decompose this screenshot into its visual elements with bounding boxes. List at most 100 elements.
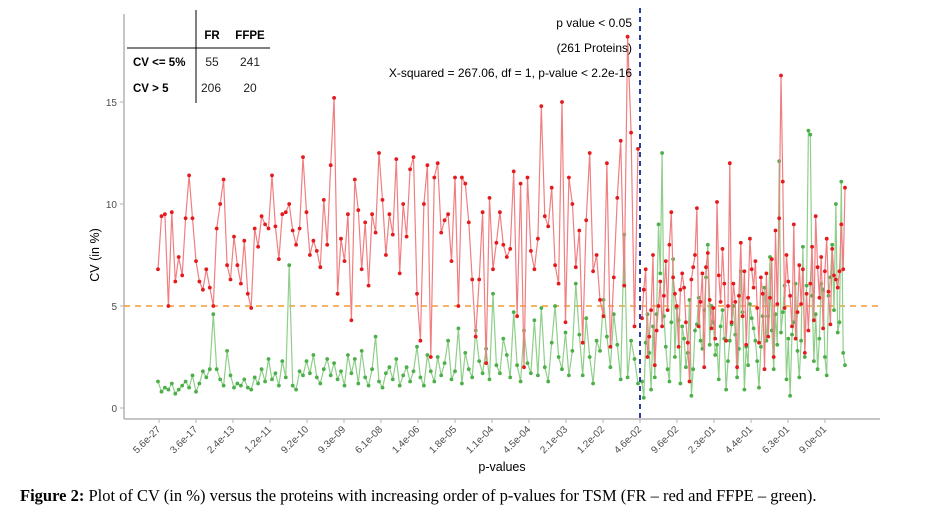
data-point-fr <box>663 259 668 263</box>
data-point-ffpe <box>755 359 760 363</box>
table-cell: 241 <box>240 55 260 69</box>
data-point-ffpe <box>390 377 395 382</box>
data-point-fr <box>297 226 302 231</box>
data-point-fr <box>759 275 763 280</box>
data-point-fr <box>425 163 430 168</box>
data-point-fr <box>742 269 747 274</box>
data-point-fr <box>660 324 664 329</box>
data-point-fr <box>356 208 361 213</box>
data-point-ffpe <box>335 377 340 382</box>
data-point-fr <box>837 269 842 274</box>
data-point-fr <box>641 287 646 292</box>
data-point-fr <box>532 267 537 272</box>
data-point-ffpe <box>156 379 160 384</box>
data-point-fr <box>704 265 708 270</box>
data-point-fr <box>671 275 675 280</box>
data-point-ffpe <box>349 371 354 376</box>
data-point-fr <box>821 326 825 331</box>
data-point-ffpe <box>640 379 644 384</box>
data-point-fr <box>584 218 589 223</box>
data-point-ffpe <box>163 385 167 390</box>
data-point-ffpe <box>377 379 381 384</box>
data-point-ffpe <box>214 367 219 372</box>
data-point-ffpe <box>608 365 613 370</box>
data-point-fr <box>744 342 749 347</box>
data-point-fr <box>194 259 198 263</box>
data-point-ffpe <box>799 338 803 343</box>
data-point-fr <box>339 236 343 241</box>
data-point-fr <box>667 242 672 247</box>
data-point-ffpe <box>718 324 723 329</box>
data-point-ffpe <box>221 383 226 388</box>
data-point-ffpe <box>726 359 730 363</box>
data-point-fr <box>784 253 789 257</box>
data-point-ffpe <box>771 367 776 372</box>
data-point-ffpe <box>297 369 302 374</box>
data-point-ffpe <box>749 316 754 321</box>
data-point-fr <box>643 267 648 272</box>
data-point-fr <box>696 324 701 329</box>
data-point-fr <box>793 336 798 341</box>
data-point-fr <box>695 206 699 211</box>
table-row-label: CV <= 5% <box>133 57 185 69</box>
x-tick-label: 4.5e-04 <box>501 424 533 456</box>
data-point-fr <box>463 181 468 186</box>
series-line-ffpe-p-0-05- <box>641 130 846 398</box>
data-point-fr <box>311 238 316 243</box>
data-point-ffpe <box>225 349 230 353</box>
data-point-fr <box>698 300 703 304</box>
data-point-ffpe <box>511 310 516 314</box>
data-point-fr <box>277 257 281 261</box>
data-point-fr <box>678 287 683 292</box>
data-point-fr <box>598 298 602 302</box>
data-point-fr <box>755 306 760 310</box>
data-point-ffpe <box>266 357 271 361</box>
data-point-ffpe <box>556 355 561 359</box>
data-point-ffpe <box>432 379 437 384</box>
data-point-fr <box>705 251 710 255</box>
data-point-ffpe <box>682 336 686 341</box>
data-point-fr <box>515 314 519 319</box>
data-point-fr <box>815 265 820 270</box>
data-point-ffpe <box>693 328 697 333</box>
data-point-fr <box>680 271 685 276</box>
data-point-ffpe <box>363 375 368 380</box>
data-point-fr <box>662 293 666 298</box>
data-point-fr <box>273 224 278 229</box>
data-point-fr <box>422 202 426 206</box>
data-point-fr <box>218 202 223 206</box>
table-cell: 55 <box>205 55 219 69</box>
data-point-ffpe <box>180 383 185 388</box>
data-point-fr <box>442 218 447 223</box>
data-point-ffpe <box>301 373 305 378</box>
data-point-fr <box>611 275 616 280</box>
data-point-ffpe <box>342 383 347 388</box>
data-point-fr <box>735 365 739 370</box>
data-point-fr <box>711 306 716 310</box>
data-point-fr <box>287 202 292 206</box>
data-point-fr <box>687 379 692 384</box>
data-point-ffpe <box>242 377 247 382</box>
data-point-fr <box>652 363 657 368</box>
data-point-fr <box>169 210 174 215</box>
data-point-ffpe <box>480 371 485 376</box>
data-point-fr <box>249 306 254 310</box>
data-point-ffpe <box>176 387 181 392</box>
data-point-fr <box>720 247 725 251</box>
data-point-fr <box>715 200 719 204</box>
data-point-fr <box>314 249 319 253</box>
data-point-ffpe <box>439 373 444 378</box>
data-point-fr <box>280 212 285 217</box>
data-point-ffpe <box>325 357 330 361</box>
data-point-ffpe <box>573 281 578 286</box>
data-point-ffpe <box>504 353 509 357</box>
data-point-fr <box>435 161 440 166</box>
data-point-fr <box>449 259 454 263</box>
data-point-fr <box>232 234 236 239</box>
data-point-ffpe <box>228 373 233 378</box>
data-point-ffpe <box>684 365 688 370</box>
data-point-ffpe <box>806 128 811 133</box>
data-point-fr <box>804 291 809 296</box>
data-point-fr <box>645 355 650 359</box>
data-point-fr <box>673 291 677 296</box>
